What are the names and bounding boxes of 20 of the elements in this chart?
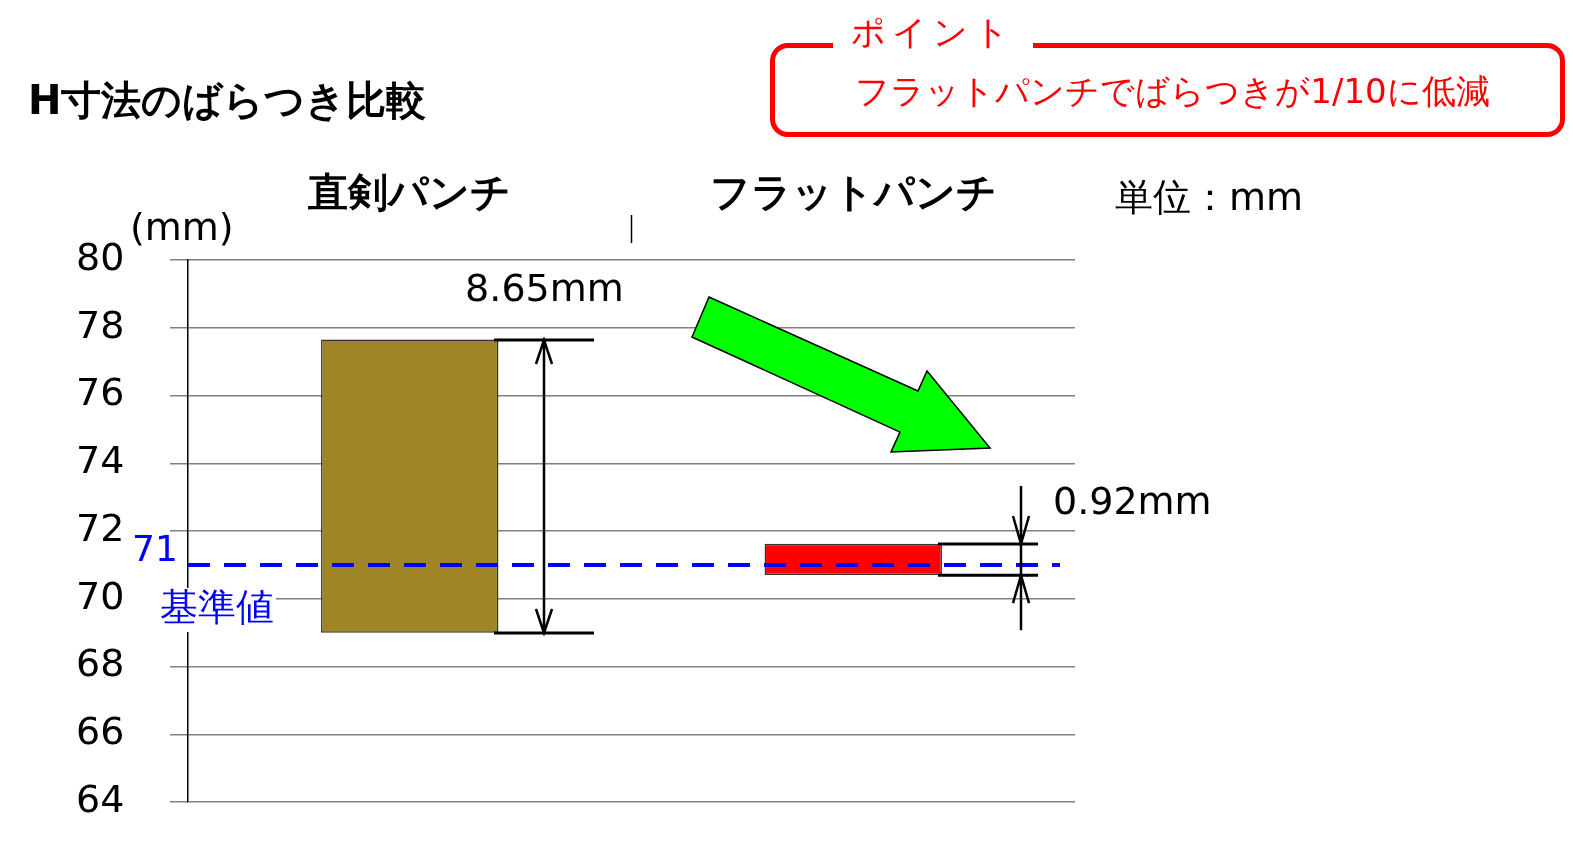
y-tick-label: 66 — [76, 709, 125, 754]
text: フラットパンチでばらつきが1/10に低減 — [854, 71, 1491, 111]
y-tick-label: 80 — [76, 234, 125, 279]
data-label: 8.65mm — [465, 266, 624, 311]
y-tick-label: 78 — [76, 302, 125, 347]
data-label: 0.92mm — [1052, 478, 1212, 523]
y-tick-label: 64 — [76, 776, 125, 821]
y-tick-label: 70 — [76, 573, 125, 618]
y-tick-label: 68 — [76, 641, 125, 686]
ref-line-label: 基準値 — [160, 584, 274, 629]
text: 71 — [132, 528, 178, 569]
x-tick-label: フラットパンチ — [709, 169, 997, 216]
x-tick-label: 直剣パンチ — [307, 169, 512, 216]
y-axis-title: (mm) — [130, 205, 234, 249]
y-tick-label: 72 — [76, 505, 125, 550]
y-tick-label: 76 — [76, 370, 125, 415]
y-tick-label: 74 — [76, 438, 125, 483]
chart-title: H寸法のばらつき比較 — [28, 77, 427, 123]
text: 単位：mm — [1115, 175, 1304, 219]
text: ポイント — [833, 12, 1033, 52]
